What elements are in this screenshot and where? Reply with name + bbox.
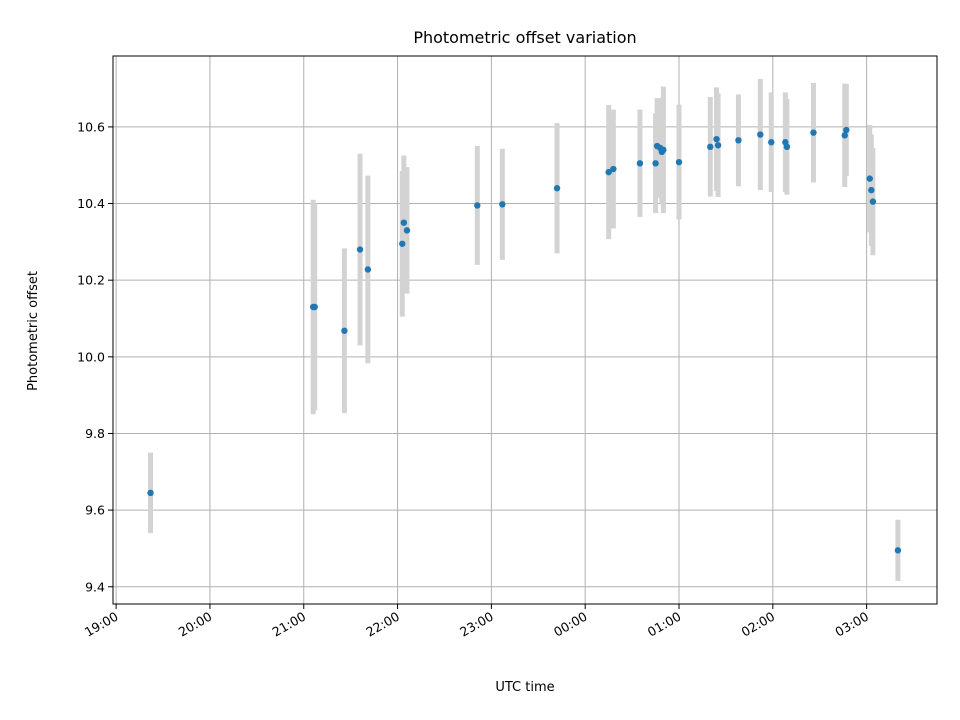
- data-point: [400, 219, 408, 226]
- x-tick-label: 23:00: [457, 609, 496, 640]
- x-tick-label: 00:00: [551, 609, 590, 640]
- y-tick-label: 10.4: [77, 196, 105, 211]
- x-tick-label: 22:00: [363, 609, 402, 640]
- error-bars: [148, 78, 901, 582]
- data-point: [843, 126, 850, 134]
- data-point: [399, 240, 406, 247]
- data-point: [757, 131, 764, 138]
- data-point: [499, 201, 506, 208]
- data-point: [610, 165, 617, 173]
- y-tick-label: 9.6: [85, 503, 105, 518]
- x-tick-label: 20:00: [176, 609, 215, 640]
- y-axis-ticks: 9.4 9.6 9.8 10.0 10.2 10.4 10.6: [77, 119, 113, 594]
- data-point: [768, 139, 775, 146]
- data-point: [605, 168, 612, 176]
- x-tick-label: 19:00: [82, 609, 121, 640]
- data-point: [341, 327, 348, 334]
- y-tick-label: 10.6: [77, 119, 105, 134]
- data-point: [356, 246, 364, 253]
- data-point: [810, 129, 817, 136]
- data-point: [553, 185, 561, 192]
- data-point: [869, 198, 877, 205]
- y-tick-label: 10.0: [77, 349, 105, 364]
- y-tick-label: 10.2: [77, 273, 105, 288]
- x-axis-label: UTC time: [495, 680, 554, 695]
- x-axis-ticks: 19:00 20:00 21:00 22:00 23:00 00:00 01:00 02:00…: [82, 604, 871, 640]
- chart-title: Photometric offset variation: [413, 28, 636, 47]
- y-axis-label: Photometric offset: [26, 271, 41, 391]
- x-tick-label: 02:00: [739, 609, 778, 640]
- data-point: [783, 143, 791, 151]
- data-point: [707, 143, 714, 151]
- data-point: [675, 158, 683, 166]
- data-point: [894, 547, 902, 554]
- data-point: [714, 142, 722, 149]
- x-tick-label: 21:00: [270, 609, 309, 640]
- data-point: [866, 175, 873, 182]
- data-point: [311, 303, 318, 311]
- data-point: [636, 160, 644, 167]
- y-tick-label: 9.8: [85, 426, 105, 441]
- data-point: [147, 489, 154, 497]
- data-point: [474, 202, 481, 209]
- y-tick-label: 9.4: [85, 579, 105, 594]
- data-points: [147, 126, 902, 554]
- x-tick-label: 01:00: [645, 609, 684, 640]
- plot-frame: [112, 55, 938, 605]
- data-point: [735, 137, 742, 144]
- data-point: [660, 146, 667, 154]
- data-point: [841, 132, 848, 139]
- data-point: [713, 135, 720, 143]
- grid-lines: [113, 56, 937, 604]
- x-tick-label: 03:00: [832, 609, 871, 640]
- data-point: [403, 227, 411, 234]
- data-point: [868, 186, 875, 194]
- data-point: [364, 266, 372, 273]
- data-point: [652, 160, 659, 167]
